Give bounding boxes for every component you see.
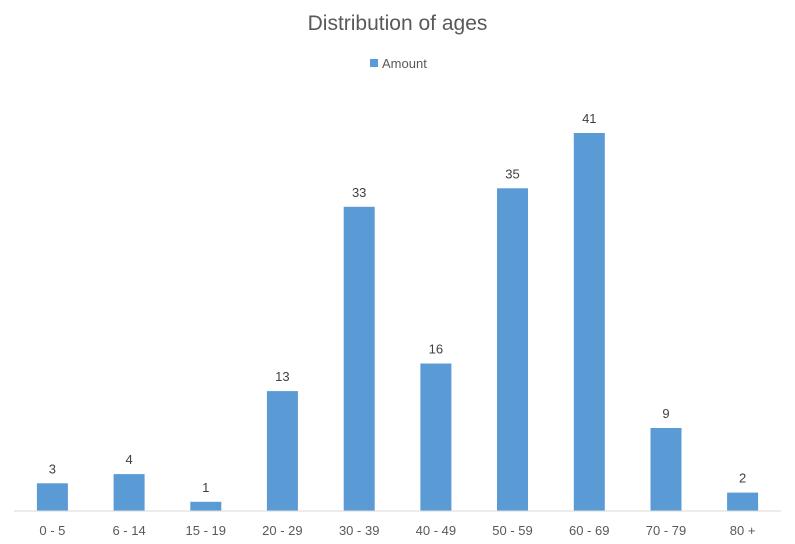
bar-5 [420,363,452,511]
data-label-8: 9 [662,406,669,421]
data-label-3: 13 [275,369,289,384]
x-tick-label-3: 20 - 29 [262,523,302,538]
x-tick-label-9: 80 + [730,523,756,538]
data-label-0: 3 [49,461,56,476]
data-label-2: 1 [202,480,209,495]
data-label-6: 35 [505,166,519,181]
bar-8 [650,428,682,511]
x-tick-label-8: 70 - 79 [646,523,686,538]
legend-swatch-amount [370,59,378,67]
bar-2 [190,501,222,511]
x-tick-label-5: 40 - 49 [416,523,456,538]
bar-1 [113,474,145,511]
x-tick-label-2: 15 - 19 [186,523,226,538]
chart-title: Distribution of ages [308,12,488,35]
bar-9 [727,492,759,511]
data-label-5: 16 [429,342,443,357]
x-tick-label-4: 30 - 39 [339,523,379,538]
bar-3 [266,391,298,511]
x-tick-labels-group: 0 - 5 6 - 14 15 - 19 20 - 29 30 - 39 40 - 49 5… [39,523,755,538]
bar-6 [497,188,528,512]
bar-0 [36,483,68,511]
x-tick-label-6: 50 - 59 [492,523,532,538]
legend: Amount [370,56,427,71]
x-tick-label-1: 6 - 14 [112,523,145,538]
x-tick-label-0: 0 - 5 [39,523,65,538]
bar-4 [343,206,375,512]
bar-7 [573,133,605,511]
data-label-1: 4 [125,452,132,467]
bars-group [36,133,759,512]
data-label-9: 2 [739,471,746,486]
legend-label-amount: Amount [382,56,427,71]
data-label-7: 41 [582,111,596,126]
x-tick-label-7: 60 - 69 [569,523,609,538]
data-label-4: 33 [352,185,366,200]
